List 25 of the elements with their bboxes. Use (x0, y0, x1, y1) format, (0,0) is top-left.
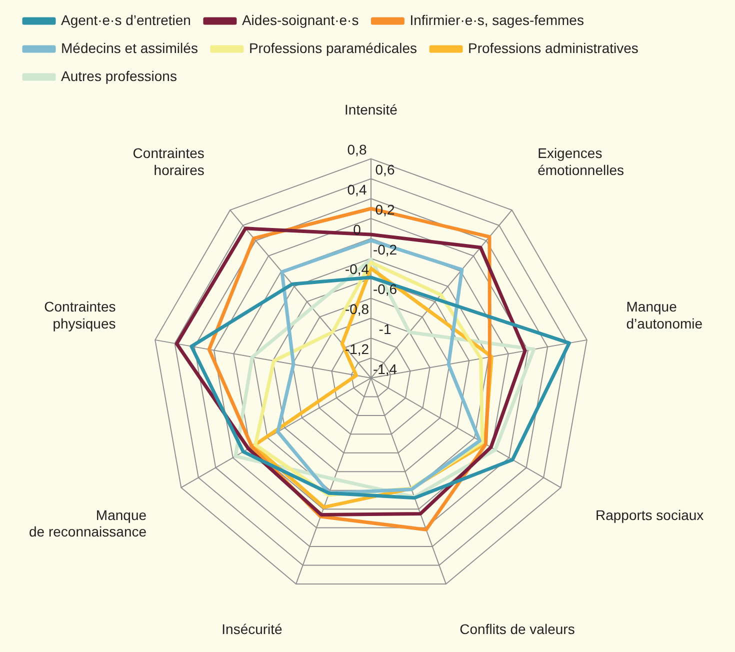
spoke-label: Intensité (344, 101, 398, 118)
spoke-label: Contraintes physiques (44, 298, 116, 332)
y-tick-label: -1 (378, 321, 392, 338)
spoke-label: Manque d’autonomie (626, 298, 703, 332)
legend-label: Médecins et assimilés (61, 40, 198, 56)
legend-label: Professions administratives (468, 40, 638, 56)
y-tick-label: -1,2 (344, 340, 370, 357)
spoke-label: Exigences émotionnelles (538, 145, 624, 178)
y-tick-label: -1,4 (372, 360, 398, 377)
y-tick-label: -0,4 (344, 261, 370, 278)
legend-label: Autres professions (61, 68, 177, 84)
legend-label: Agent·e·s d’entretien (61, 12, 191, 28)
spoke-label: Rapports sociaux (595, 506, 704, 523)
spoke-label: Contraintes horaires (132, 145, 204, 178)
y-tick-label: -0,2 (372, 241, 398, 258)
spoke-label: Conflits de valeurs (460, 620, 575, 637)
legend-label: Infirmier·e·s, sages-femmes (410, 12, 584, 28)
legend-label: Aides-soignant·e·s (242, 12, 359, 28)
y-tick-label: 0,6 (375, 162, 395, 178)
y-tick-label: -0,6 (372, 281, 398, 298)
spoke-label: Insécurité (222, 620, 283, 637)
spoke-label: Manque de reconnaissance (28, 506, 147, 540)
y-tick-label: 0,8 (347, 142, 367, 158)
legend-label: Professions paramédicales (248, 40, 418, 56)
y-tick-label: 0,4 (347, 182, 367, 198)
